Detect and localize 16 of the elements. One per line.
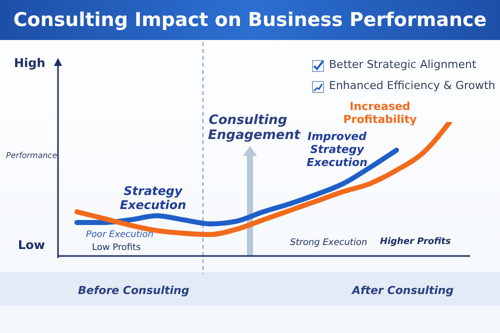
annotation: Higher Profits: [380, 237, 451, 247]
annotation: Improved Strategy Execution: [306, 130, 368, 169]
series-label: Strategy Execution: [118, 184, 188, 212]
chart-title: Consulting Impact on Business Performance: [0, 0, 500, 40]
annotation: Consulting Engagement: [208, 113, 300, 143]
text: Low: [18, 238, 45, 252]
text: High: [14, 56, 46, 70]
text: Better Strategic Alignment: [329, 58, 476, 71]
annotation: Low Profits: [92, 243, 141, 253]
text: Before Consulting: [78, 284, 190, 297]
text: Increased Profitability: [342, 100, 418, 126]
text: After Consulting: [352, 284, 454, 297]
text: Enhanced Efficiency & Growth: [329, 79, 496, 92]
annotation: Strong Execution: [290, 238, 368, 248]
annotation: Poor Execution: [86, 230, 154, 240]
y-axis-title: Performance: [6, 151, 58, 160]
